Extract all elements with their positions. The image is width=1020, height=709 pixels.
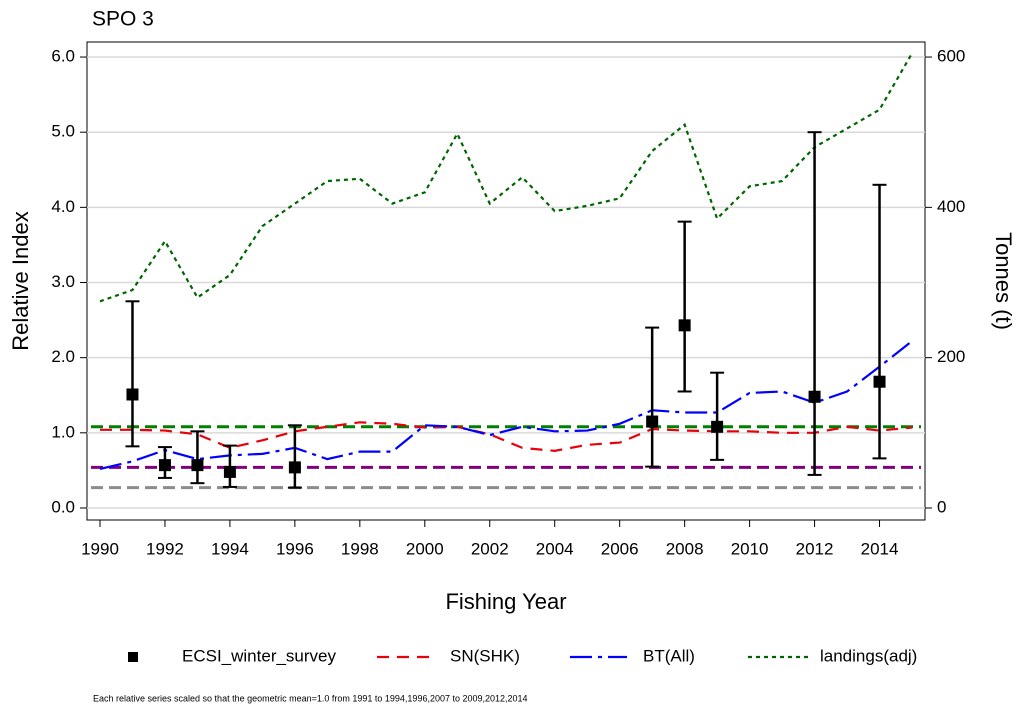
series-line xyxy=(99,52,913,303)
x-tick-label: 2010 xyxy=(731,539,769,558)
survey-point xyxy=(126,388,139,401)
y-tick-label: 2.0 xyxy=(51,347,75,366)
y2-tick-label: 400 xyxy=(937,197,965,216)
survey-point xyxy=(288,461,301,474)
x-tick-label: 1994 xyxy=(211,539,249,558)
survey-point xyxy=(191,459,204,472)
x-tick-label: 2008 xyxy=(666,539,704,558)
x-tick-label: 1996 xyxy=(276,539,314,558)
series-line xyxy=(99,340,913,470)
survey-point xyxy=(873,375,886,388)
y2-tick-label: 0 xyxy=(937,497,946,516)
y-tick-label: 5.0 xyxy=(51,122,75,141)
x-tick-label: 2012 xyxy=(796,539,834,558)
y-tick-label: 1.0 xyxy=(51,422,75,441)
y-tick-label: 6.0 xyxy=(51,47,75,66)
survey-point xyxy=(808,390,821,403)
x-tick-label: 1998 xyxy=(341,539,379,558)
survey-point xyxy=(223,465,236,478)
y-tick-label: 4.0 xyxy=(51,197,75,216)
legend-label: BT(All) xyxy=(643,646,695,665)
y2-tick-label: 200 xyxy=(937,347,965,366)
x-tick-label: 2002 xyxy=(471,539,509,558)
legend-label: landings(adj) xyxy=(820,646,917,665)
x-tick-label: 2014 xyxy=(861,539,899,558)
chart-title: SPO 3 xyxy=(92,8,154,31)
footnote: Each relative series scaled so that the … xyxy=(93,693,528,703)
legend-label: SN(SHK) xyxy=(450,646,520,665)
legend-label: ECSI_winter_survey xyxy=(182,646,337,665)
plot-frame xyxy=(86,41,926,521)
survey-point xyxy=(158,459,171,472)
y2-tick-label: 600 xyxy=(937,47,965,66)
x-axis-label: Fishing Year xyxy=(445,589,566,614)
y-tick-label: 3.0 xyxy=(51,272,75,291)
x-tick-label: 1990 xyxy=(81,539,119,558)
y2-axis-label: Tonnes (t) xyxy=(991,232,1016,330)
survey-point xyxy=(711,420,724,433)
x-tick-label: 2000 xyxy=(406,539,444,558)
x-tick-label: 1992 xyxy=(146,539,184,558)
survey-point xyxy=(678,319,691,332)
series-line xyxy=(99,421,913,452)
x-tick-label: 2006 xyxy=(601,539,639,558)
survey-point xyxy=(646,415,659,428)
legend-marker xyxy=(128,652,138,662)
y-axis-label: Relative Index xyxy=(8,211,33,350)
x-tick-label: 2004 xyxy=(536,539,574,558)
y-tick-label: 0.0 xyxy=(51,497,75,516)
